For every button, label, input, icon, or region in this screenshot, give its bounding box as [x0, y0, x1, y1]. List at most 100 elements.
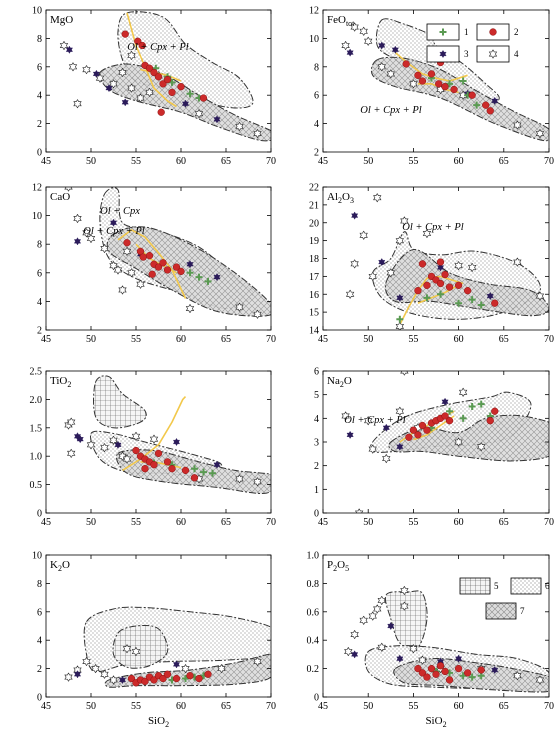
y-tick-label: 0: [37, 693, 42, 704]
x-tick-label: 50: [86, 334, 96, 345]
point-series-1-4: [477, 301, 485, 309]
x-tick-label: 55: [131, 156, 141, 167]
point-series-2-9: [190, 474, 199, 482]
y-tick-label: 10: [32, 211, 42, 222]
point-series-2-2: [139, 253, 147, 261]
point-series-2-10: [148, 270, 156, 278]
x-tick-label: 55: [131, 701, 141, 712]
x-tick-label: 70: [266, 334, 276, 345]
point-series-2-7: [445, 676, 454, 684]
point-series-4-3: [341, 41, 350, 50]
point-series-4-0: [64, 672, 73, 682]
x-tick-label: 70: [544, 701, 554, 712]
trend-line-0: [122, 396, 187, 472]
y-tick-label: 19: [309, 236, 319, 247]
x-tick-label: 65: [499, 701, 509, 712]
y-tick-label: 2: [314, 461, 319, 472]
point-series-4-1: [359, 26, 368, 36]
y-tick-label: 2.5: [30, 367, 43, 378]
y-tick-label: 8: [37, 579, 42, 590]
point-series-4-1: [359, 230, 368, 240]
y-tick-label: 1.5: [30, 423, 43, 434]
point-series-2-0: [123, 239, 131, 247]
point-series-2-10: [491, 299, 499, 307]
x-tick-label: 65: [499, 156, 509, 167]
x-tick-label: 50: [363, 517, 373, 528]
point-series-4-3: [368, 611, 377, 621]
x-tick-label: 60: [454, 701, 464, 712]
panel-label: TiO2: [50, 375, 71, 389]
x-tick-label: 65: [221, 701, 231, 712]
point-series-1-2: [459, 414, 467, 422]
y-tick-label: 0.8: [307, 579, 320, 590]
point-series-2-4: [150, 461, 158, 469]
x-tick-label: 50: [363, 334, 373, 345]
x-tick-label: 70: [544, 156, 554, 167]
point-series-3-0: [346, 48, 354, 57]
legend-label: 5: [494, 581, 499, 591]
point-series-2-0: [414, 287, 422, 295]
legend-item-2: 2: [476, 23, 519, 41]
x-tick-label: 45: [41, 156, 51, 167]
plot-frame: [322, 554, 550, 698]
panel-label: FeOtot: [327, 14, 355, 28]
legend-label: 2: [514, 27, 519, 37]
legend-item-3: 3: [426, 45, 469, 63]
point-series-2-5: [436, 279, 445, 288]
point-series-2-8: [172, 263, 181, 271]
field-grid-0: [384, 590, 428, 650]
point-series-2-4: [435, 80, 443, 88]
point-series-2-10: [486, 417, 494, 425]
point-series-4-2: [359, 615, 368, 625]
y-tick-label: 16: [309, 290, 319, 301]
annotation-ol-cpx: Ol + Cpx: [100, 206, 140, 217]
y-tick-label: 6: [314, 367, 319, 378]
x-axis-title: SiO2: [425, 715, 446, 729]
point-series-2-11: [491, 407, 499, 415]
point-series-1-4: [477, 400, 485, 408]
y-tick-label: 10: [309, 34, 319, 45]
point-series-3-0: [346, 430, 354, 439]
x-tick-label: 55: [131, 517, 141, 528]
point-series-2-6: [441, 270, 449, 279]
point-series-1-2: [186, 269, 194, 277]
point-series-2-2: [423, 281, 431, 289]
x-tick-label: 60: [454, 156, 464, 167]
point-series-2-0: [132, 446, 140, 455]
legend-label: 7: [520, 606, 525, 616]
point-series-2-7: [159, 80, 167, 88]
point-series-4-1: [73, 213, 82, 223]
point-series-2-0: [121, 30, 129, 38]
point-series-2-12: [157, 108, 165, 116]
x-tick-label: 55: [408, 334, 418, 345]
y-tick-label: 0.4: [307, 636, 320, 647]
point-series-1-4: [204, 277, 212, 285]
point-series-1-1: [437, 290, 445, 298]
x-tick-label: 45: [318, 334, 328, 345]
point-series-2-6: [441, 667, 449, 676]
x-tick-label: 50: [86, 517, 96, 528]
point-series-4-2: [82, 65, 91, 75]
point-series-2-7: [445, 283, 454, 291]
point-series-2-11: [195, 674, 203, 683]
point-series-2-5: [150, 68, 158, 77]
point-series-2-5: [441, 83, 449, 91]
y-tick-label: 0: [37, 148, 42, 159]
x-tick-label: 45: [41, 701, 51, 712]
point-series-4-9: [150, 434, 158, 444]
point-series-1-5: [396, 315, 404, 323]
point-series-2-0: [414, 664, 422, 673]
point-series-2-7: [163, 266, 172, 274]
point-series-2-8: [486, 107, 494, 115]
point-series-2-10: [186, 672, 194, 680]
y-tick-label: 1.0: [30, 452, 43, 463]
legend-field-7: 7: [485, 602, 525, 620]
point-series-2-9: [463, 669, 472, 677]
x-tick-label: 55: [131, 334, 141, 345]
point-series-1-3: [468, 296, 476, 304]
plot-frame: [322, 9, 550, 153]
plot-frame: [45, 186, 272, 331]
point-series-2-8: [163, 75, 172, 84]
y-tick-label: 20: [309, 218, 319, 229]
y-tick-label: 21: [309, 200, 319, 211]
